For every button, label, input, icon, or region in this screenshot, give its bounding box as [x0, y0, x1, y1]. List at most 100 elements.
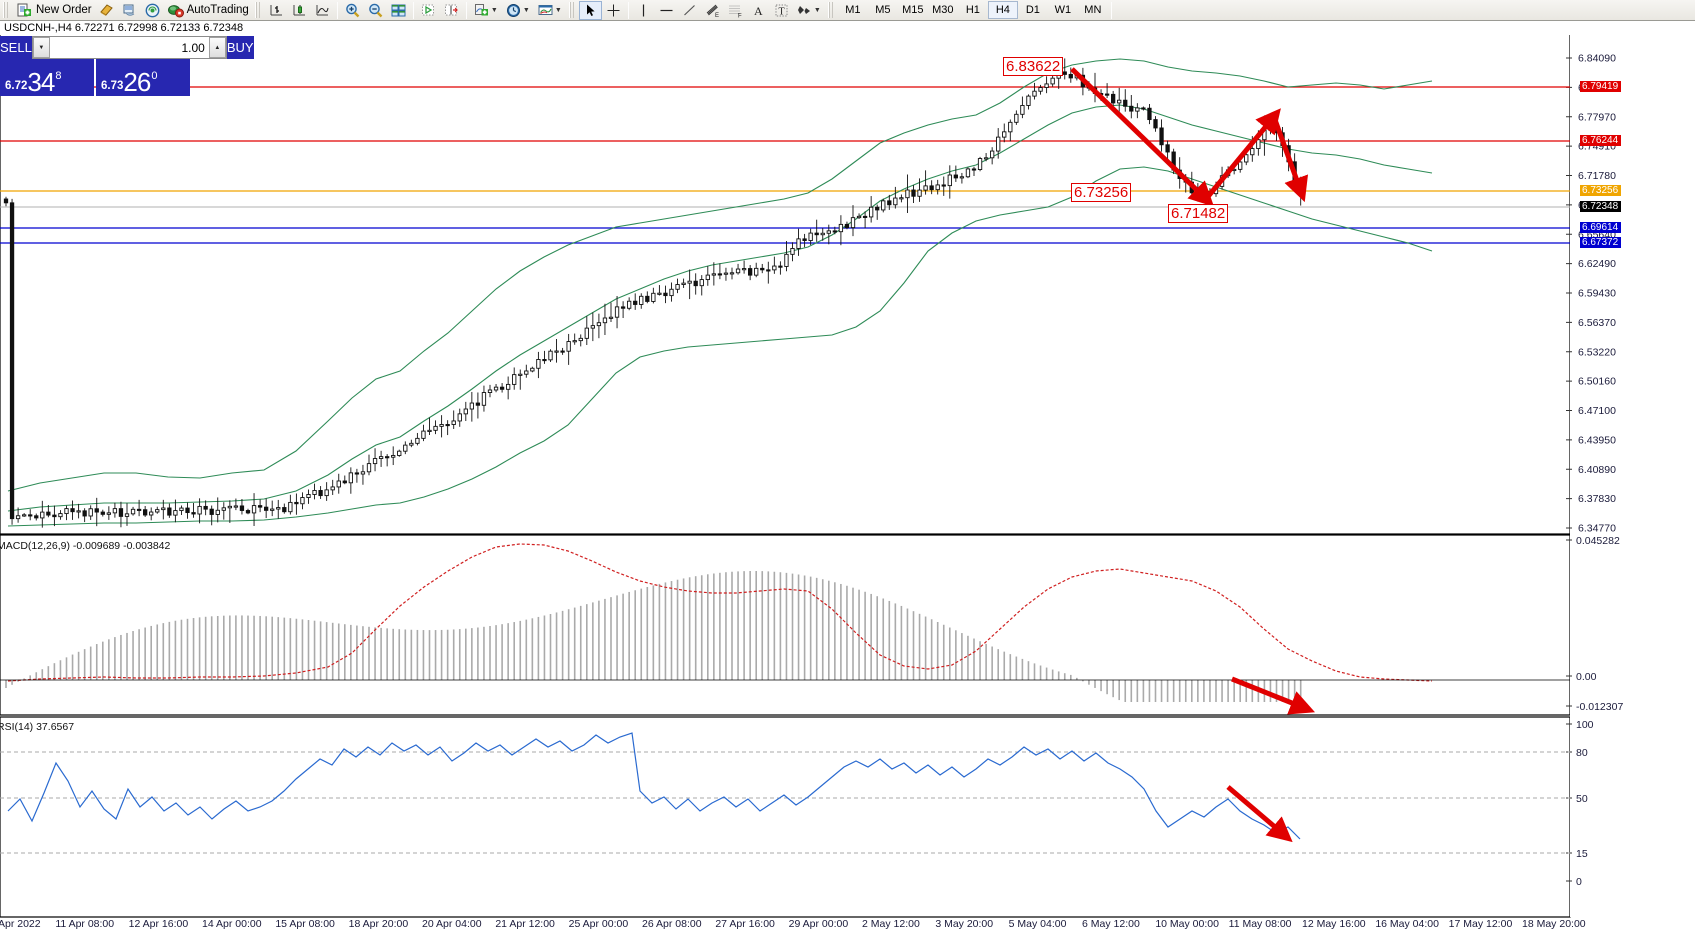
volume-input[interactable]: [49, 37, 209, 58]
timeframe-mn[interactable]: MN: [1084, 4, 1102, 16]
trendline-button[interactable]: [678, 1, 701, 20]
candlestick: [687, 280, 692, 284]
price-tag-support-1[interactable]: 6.69614: [1580, 222, 1622, 233]
candlestick: [1244, 154, 1249, 163]
toolbar-grip[interactable]: [3, 2, 10, 18]
candlestick: [52, 514, 57, 518]
trend-arrow-group: [1070, 67, 1309, 207]
svg-text:T: T: [778, 6, 784, 17]
toolbar-grip-4[interactable]: [827, 2, 835, 18]
timeframe-m1[interactable]: M1: [845, 4, 861, 16]
zoom-out-button[interactable]: [364, 1, 387, 20]
timeframe-m5[interactable]: M5: [875, 4, 891, 16]
price-tag-resistance-1[interactable]: 6.79419: [1580, 81, 1622, 92]
date-axis-tick: 11 May 08:00: [1229, 918, 1292, 930]
text-label-button[interactable]: T: [770, 1, 793, 20]
candlestick: [227, 505, 232, 509]
shapes-dropdown-arrow-icon[interactable]: ▼: [813, 6, 821, 14]
date-axis-tick: 21 Apr 12:00: [495, 918, 555, 930]
fibonacci-button[interactable]: F: [724, 1, 747, 20]
chart-canvas[interactable]: 6.840906.810306.779706.749106.717806.687…: [0, 21, 1695, 938]
expert-advisor-button[interactable]: [95, 1, 118, 20]
timeframe-h4[interactable]: H4: [987, 1, 1018, 19]
periods-dropdown-arrow-icon[interactable]: ▼: [522, 6, 530, 14]
candlestick: [1014, 113, 1019, 123]
price-tag-current[interactable]: 6.72348: [1580, 201, 1622, 212]
annotation-swing-low-2[interactable]: 6.71482: [1168, 204, 1229, 223]
vertical-line-icon: [635, 2, 652, 19]
bar-chart-button[interactable]: [265, 1, 288, 20]
equidistant-channel-button[interactable]: E: [701, 1, 724, 20]
candlestick: [959, 176, 965, 179]
shapes-button[interactable]: ▼: [793, 1, 825, 20]
svg-text:A: A: [754, 4, 763, 18]
volume-spinner-up-icon[interactable]: ▲: [208, 37, 226, 58]
volume-field-group[interactable]: ▼ ▲: [31, 36, 227, 59]
candlestick: [324, 489, 329, 497]
data-window-button[interactable]: [118, 1, 141, 20]
price-tag-pivot[interactable]: 6.73256: [1580, 185, 1622, 196]
candlestick: [681, 282, 686, 285]
toolbar-grip-3[interactable]: [568, 2, 576, 18]
chart-shift-button[interactable]: [440, 1, 463, 20]
text-button[interactable]: A: [747, 1, 770, 20]
indicators-dropdown-arrow-icon[interactable]: ▼: [490, 6, 498, 14]
macd-axis-tick: 0.045282: [1576, 535, 1620, 547]
zoom-out-icon: [367, 2, 384, 19]
rsi-line: [7, 732, 1301, 840]
templates-dropdown-arrow-icon[interactable]: ▼: [554, 6, 562, 14]
candlestick: [1250, 148, 1255, 156]
candlestick: [1032, 90, 1037, 97]
toolbar-grip-2[interactable]: [254, 2, 262, 18]
sell-button[interactable]: SELL: [0, 36, 32, 59]
candlestick: [142, 509, 148, 516]
candlestick: [354, 472, 360, 475]
candlestick: [1117, 99, 1122, 104]
candlestick: [1026, 95, 1031, 106]
candlestick: [633, 300, 638, 305]
zoom-in-button[interactable]: [341, 1, 364, 20]
buy-price-display[interactable]: 6.73 26 0: [96, 59, 190, 96]
signals-button[interactable]: [141, 1, 164, 20]
price-axis-tick: 6.56370: [1578, 317, 1616, 329]
timeframe-w1[interactable]: W1: [1054, 4, 1072, 16]
candlestick: [149, 511, 154, 516]
price-tag-support-2[interactable]: 6.67372: [1580, 237, 1622, 248]
vertical-line-button[interactable]: [632, 1, 655, 20]
date-axis-tick: 18 May 20:00: [1522, 918, 1586, 930]
timeframe-m15[interactable]: M15: [902, 4, 924, 16]
line-chart-button[interactable]: [311, 1, 334, 20]
candlestick: [221, 507, 226, 511]
timeframe-h1[interactable]: H1: [965, 4, 980, 16]
annotation-swing-high[interactable]: 6.83622: [1003, 57, 1064, 76]
candlestick: [421, 430, 426, 439]
candlestick-series: [3, 58, 1303, 528]
candlestick: [639, 295, 644, 305]
sell-price-display[interactable]: 6.72 34 8: [0, 59, 94, 96]
crosshair-button[interactable]: [602, 1, 625, 20]
candlestick: [82, 510, 87, 517]
indicators-button[interactable]: ▼: [470, 1, 502, 20]
tile-windows-button[interactable]: [387, 1, 410, 20]
autotrading-button[interactable]: AutoTrading: [164, 1, 252, 20]
periods-button[interactable]: ▼: [502, 1, 534, 20]
candlestick-chart-button[interactable]: [288, 1, 311, 20]
cursor-button[interactable]: [578, 0, 602, 20]
timeframe-d1[interactable]: D1: [1025, 4, 1040, 16]
chart-shift-icon: [443, 2, 460, 19]
date-axis-tick: 20 Apr 04:00: [422, 918, 482, 930]
templates-button[interactable]: ▼: [534, 1, 566, 20]
candlestick: [3, 198, 9, 204]
svg-text:E: E: [715, 13, 719, 19]
new-order-button[interactable]: New Order: [13, 1, 95, 20]
candlestick: [669, 288, 674, 297]
volume-dropdown-icon[interactable]: ▼: [32, 37, 50, 58]
annotation-swing-low-1[interactable]: 6.73256: [1071, 183, 1132, 202]
one-click-trading-panel[interactable]: SELL ▼ ▲ BUY 6.72 34 8 6.73 26 0: [0, 36, 254, 96]
horizontal-line-button[interactable]: [655, 1, 678, 20]
buy-button[interactable]: BUY: [226, 36, 254, 59]
auto-scroll-button[interactable]: [417, 1, 440, 20]
timeframe-m30[interactable]: M30: [932, 4, 954, 16]
candlestick: [608, 316, 614, 319]
price-tag-resistance-2[interactable]: 6.76244: [1580, 135, 1622, 146]
